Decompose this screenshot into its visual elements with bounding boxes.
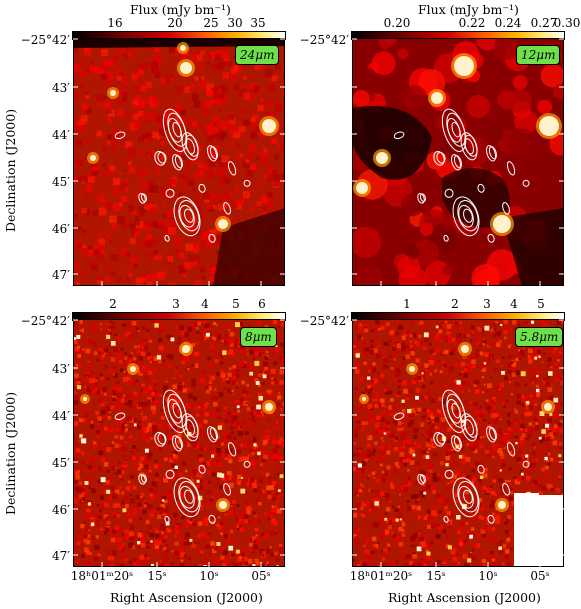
cb-tick: 0.24 [494,16,522,30]
x-tick: 05ˢ [251,569,271,583]
y-tick: −25°42′ [299,314,349,328]
cb-tick: 16 [107,16,123,30]
y-tick: 44′ [52,128,70,142]
y-tick: 47′ [52,268,70,282]
x-tick: 15ˢ [426,569,446,583]
y-axis-title-bottom: Declination (J2000) [3,391,18,515]
y-tick: 46′ [52,503,70,517]
x-ticks-right: 18ʰ01ᵐ20ˢ 15ˢ 10ˢ 05ˢ [349,569,564,585]
cb-tick: 6 [258,297,266,311]
cb-tick: 4 [201,297,209,311]
cb-tick: 0.22 [458,16,486,30]
y-tick: 44′ [52,409,70,423]
y-tick: 45′ [52,175,70,189]
x-tick: 18ʰ01ᵐ20ˢ [70,569,134,583]
colorbar-5.8 [351,312,565,321]
x-tick: 18ʰ01ᵐ20ˢ [349,569,413,583]
x-tick: 10ˢ [478,569,498,583]
y-ticks-top-left: −25°42′ 43′ 44′ 45′ 46′ 47′ [16,30,72,290]
y-tick: 43′ [52,362,70,376]
cb-tick: 30 [227,16,243,30]
cb-tick: 0.30 [553,16,581,30]
cb-tick: 4 [510,297,518,311]
x-tick: 10ˢ [199,569,219,583]
cb-tick: 2 [109,297,117,311]
colorbar-ticks-12: 0.20 0.22 0.24 0.27 0.30 [352,16,581,30]
cb-tick: 5 [537,297,545,311]
cb-tick: 3 [483,297,491,311]
y-tick: 46′ [52,222,70,236]
colorbar-12 [351,31,565,40]
y-axis-title-top: Declination (J2000) [3,108,18,232]
x-axis-title-left: Right Ascension (J2000) [110,590,263,605]
image-panel-24um [73,38,285,286]
wavelength-badge-8: 8μm [240,327,277,347]
y-ticks-bottom-right: −25°42′ [295,311,351,571]
y-tick: 43′ [52,81,70,95]
colorbar-title-12: Flux (mJy bm⁻¹) [418,2,519,17]
cb-tick: 20 [167,16,183,30]
cb-tick: 5 [232,297,240,311]
colorbar-8 [72,312,286,321]
y-tick: −25°42′ [299,33,349,47]
colorbar-24 [72,31,286,40]
colorbar-title-24: Flux (mJy bm⁻¹) [130,2,231,17]
y-tick: 47′ [52,549,70,563]
image-panel-12um [352,38,564,286]
wavelength-badge-12: 12μm [516,45,561,65]
cb-tick: 0.20 [383,16,411,30]
colorbar-ticks-8: 2 3 4 5 6 [73,297,285,311]
y-tick: 45′ [52,456,70,470]
y-ticks-bottom-left: −25°42′ 43′ 44′ 45′ 46′ 47′ [16,311,72,571]
image-panel-5.8um [352,319,564,567]
wavelength-badge-24: 24μm [235,45,280,65]
cb-tick: 35 [250,16,266,30]
y-ticks-top-right: −25°42′ [295,30,351,290]
cb-tick: 1 [403,297,411,311]
y-tick: −25°42′ [20,33,70,47]
cb-tick: 3 [172,297,180,311]
x-tick: 05ˢ [530,569,550,583]
cb-tick: 25 [203,16,219,30]
x-tick: 15ˢ [147,569,167,583]
wavelength-badge-5.8: 5.8μm [515,327,564,347]
cb-tick: 0.27 [530,16,558,30]
x-axis-title-right: Right Ascension (J2000) [388,590,541,605]
x-ticks-left: 18ʰ01ᵐ20ˢ 15ˢ 10ˢ 05ˢ [70,569,285,585]
cb-tick: 2 [451,297,459,311]
colorbar-ticks-5.8: 1 2 3 4 5 [352,297,564,311]
y-tick: −25°42′ [20,314,70,328]
image-panel-8um [73,319,285,567]
colorbar-ticks-24: 16 20 25 30 35 [73,16,285,30]
